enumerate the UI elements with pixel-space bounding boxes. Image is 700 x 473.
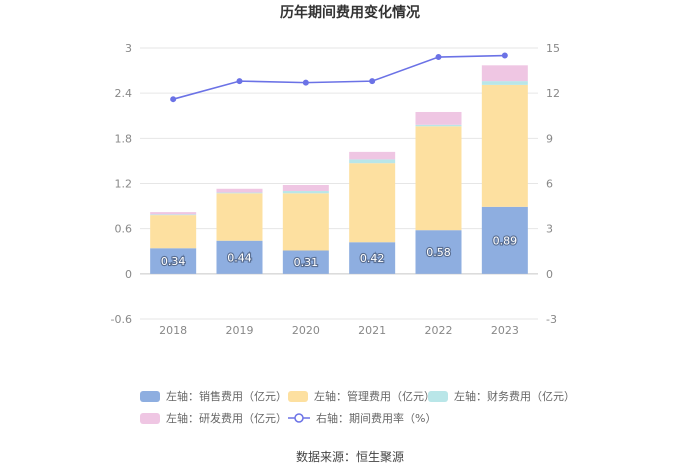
left-tick-label: 2.4 <box>115 87 133 100</box>
bar-segment <box>349 242 396 274</box>
bar-data-label: 0.58 <box>426 246 451 259</box>
bar-segment <box>415 126 462 231</box>
right-tick-label: 0 <box>546 268 553 281</box>
bar-labels: 0.34 0.44 0.31 0.42 0.58 0.89 <box>160 233 518 270</box>
bar-segment <box>481 84 528 207</box>
bar-data-label: 0.42 <box>360 252 385 265</box>
bar-data-label: 0.34 <box>161 255 186 268</box>
legend-line-swatch <box>288 413 310 423</box>
legend-swatch-admin <box>288 390 308 402</box>
bar-data-label: 0.44 <box>227 251 252 264</box>
right-tick-label: 15 <box>546 42 560 55</box>
grid <box>140 47 538 320</box>
bar-segment <box>415 124 462 127</box>
left-axis: -0.6 0 0.6 1.2 1.8 2.4 3 <box>111 42 132 326</box>
x-axis: 2018 2019 2020 2021 2022 2023 <box>159 324 519 337</box>
bar-segment <box>150 215 197 249</box>
rate-point <box>236 78 243 85</box>
left-tick-label: 1.2 <box>115 178 133 191</box>
legend-label-sales: 左轴：销售费用（亿元） <box>166 390 287 403</box>
legend-swatch-finance <box>428 390 448 402</box>
bar-segment <box>415 230 462 274</box>
right-tick-label: 12 <box>546 87 560 100</box>
bar-segment <box>216 240 263 274</box>
bar-segment <box>415 111 462 125</box>
x-tick-label: 2020 <box>292 324 320 337</box>
left-tick-label: 0.6 <box>115 223 133 236</box>
rate-point <box>435 54 442 61</box>
right-tick-label: -3 <box>546 313 557 326</box>
bar-segment <box>150 248 197 274</box>
source-note: 数据来源：恒生聚源 <box>295 450 404 464</box>
bar-segment <box>282 185 329 192</box>
legend-label-rate: 右轴：期间费用率（%） <box>316 412 437 425</box>
x-tick-label: 2021 <box>358 324 386 337</box>
legend-item-rd[interactable]: 左轴：研发费用（亿元） <box>140 410 287 426</box>
legend-item-finance[interactable]: 左轴：财务费用（亿元） <box>428 388 575 404</box>
bar-segment <box>282 191 329 194</box>
legend-label-finance: 左轴：财务费用（亿元） <box>454 390 575 403</box>
bar-segment <box>216 188 263 193</box>
legend-item-rate[interactable]: 右轴：期间费用率（%） <box>288 410 436 426</box>
rate-point <box>501 52 508 59</box>
rate-point <box>369 78 376 85</box>
x-tick-label: 2022 <box>425 324 453 337</box>
bar-segment <box>216 193 263 241</box>
chart-title: 历年期间费用变化情况 <box>280 5 420 21</box>
bar-segment <box>150 212 197 215</box>
rate-line-path <box>172 54 505 100</box>
right-tick-label: 9 <box>546 132 553 145</box>
left-tick-label: 0 <box>125 268 132 281</box>
bar-segment <box>349 163 396 243</box>
bar-segment <box>481 206 528 274</box>
right-tick-label: 6 <box>546 178 553 191</box>
legend-label-rd: 左轴：研发费用（亿元） <box>166 412 287 425</box>
legend-label-admin: 左轴：管理费用（亿元） <box>314 390 435 403</box>
bar-segment <box>282 193 329 251</box>
left-tick-label: -0.6 <box>111 313 132 326</box>
x-tick-label: 2018 <box>159 324 187 337</box>
right-axis: -3 0 3 6 9 12 15 <box>546 42 560 326</box>
bar-segment <box>481 65 528 82</box>
bars <box>150 65 528 274</box>
bar-data-label: 0.89 <box>493 234 518 247</box>
rate-line <box>170 52 508 103</box>
bar-segment <box>216 192 263 194</box>
rate-point <box>302 79 309 86</box>
bar-segment <box>481 81 528 85</box>
right-tick-label: 3 <box>546 223 553 236</box>
x-tick-label: 2023 <box>491 324 519 337</box>
legend-swatch-rd <box>140 412 160 424</box>
legend-item-sales[interactable]: 左轴：销售费用（亿元） <box>140 388 287 404</box>
rate-point <box>170 96 177 103</box>
bar-segment <box>150 214 197 216</box>
bar-segment <box>349 151 396 160</box>
bar-segment <box>349 159 396 164</box>
legend-item-admin[interactable]: 左轴：管理费用（亿元） <box>288 388 435 404</box>
left-tick-label: 3 <box>125 42 132 55</box>
bar-data-label: 0.31 <box>294 256 319 269</box>
left-tick-label: 1.8 <box>115 132 133 145</box>
x-tick-label: 2019 <box>226 324 254 337</box>
legend-swatch-sales <box>140 390 160 402</box>
bar-segment <box>282 250 329 274</box>
